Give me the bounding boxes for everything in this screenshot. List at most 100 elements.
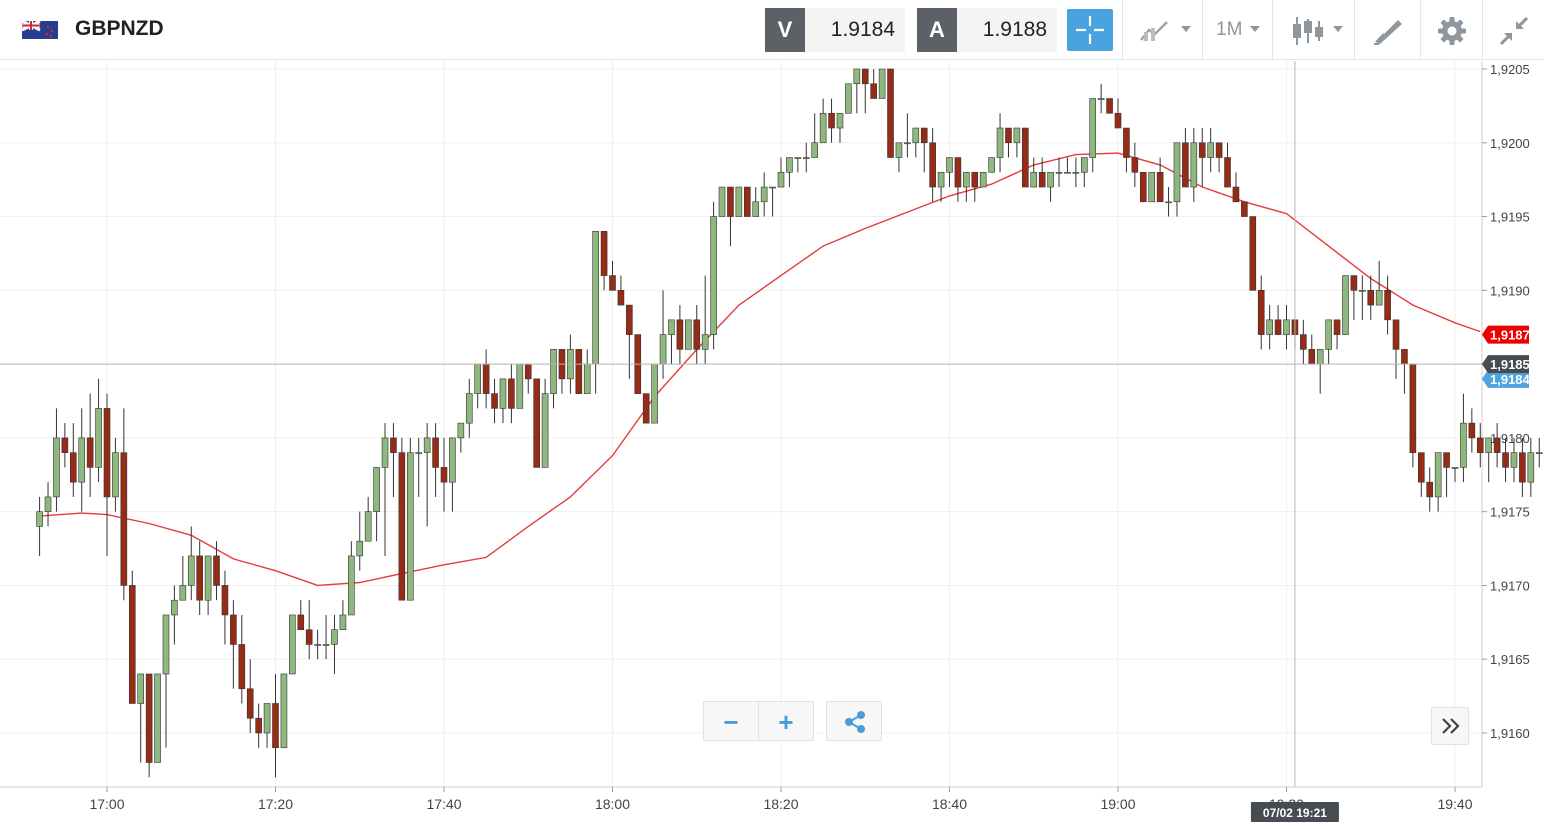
candle-body xyxy=(946,157,953,173)
candle xyxy=(508,364,515,424)
candle-body xyxy=(828,112,835,129)
candle-body xyxy=(1426,481,1434,498)
candle-body xyxy=(1022,127,1029,188)
candle xyxy=(272,673,279,778)
share-button[interactable] xyxy=(826,701,882,741)
candle xyxy=(1064,157,1071,174)
candle-body xyxy=(1434,452,1442,498)
candle-body xyxy=(305,629,313,645)
drawing-tools-button[interactable] xyxy=(1354,0,1421,60)
bid-label[interactable]: V xyxy=(765,8,805,52)
candle xyxy=(415,437,423,497)
candle xyxy=(1030,157,1038,188)
candle xyxy=(1207,128,1214,173)
y-tick-label: 1,9180 xyxy=(1490,431,1530,446)
candlestick-chart[interactable]: 1,9205 1,9200 1,9195 1,9190 1,9185 1,9180 1,91… xyxy=(0,61,1544,829)
y-tick-label: 1,9200 xyxy=(1490,136,1530,151)
candle-body xyxy=(221,585,229,616)
crosshair-time-tag: 07/02 19:21 xyxy=(1250,802,1339,822)
scroll-to-latest-button[interactable] xyxy=(1431,707,1469,745)
candle-body xyxy=(1392,319,1400,350)
crosshair-button[interactable] xyxy=(1067,9,1113,51)
candle xyxy=(979,171,987,188)
candle xyxy=(213,541,220,601)
candle-body xyxy=(1131,157,1139,173)
candle xyxy=(701,275,709,365)
candle xyxy=(600,231,608,291)
candle-body xyxy=(78,437,86,483)
candle-body xyxy=(314,644,321,646)
candle xyxy=(432,423,439,497)
candle-style-button[interactable] xyxy=(1272,0,1355,60)
candle-body xyxy=(423,437,431,453)
candle-body xyxy=(457,422,465,439)
candle xyxy=(1476,423,1484,468)
crosshair-time-tag-box xyxy=(1250,802,1339,822)
candle xyxy=(1182,128,1189,188)
ask-label[interactable]: A xyxy=(917,8,957,52)
candle-body xyxy=(398,452,406,601)
candle xyxy=(651,363,658,424)
zoom-in-button[interactable]: + xyxy=(758,701,814,741)
candle-body xyxy=(1316,349,1324,365)
candle-body xyxy=(668,319,675,335)
candle xyxy=(1190,128,1198,202)
collapse-button[interactable] xyxy=(1482,0,1544,60)
zoom-out-button[interactable]: − xyxy=(703,701,759,741)
ask-price[interactable]: 1.9188 xyxy=(957,8,1057,52)
candle-body xyxy=(1418,452,1425,483)
candle-body xyxy=(120,452,128,586)
candle-body xyxy=(845,83,852,114)
candle-body xyxy=(465,393,473,424)
candle xyxy=(246,659,254,733)
candle-body xyxy=(297,614,305,631)
candle xyxy=(1173,142,1181,217)
collapse-icon xyxy=(1499,16,1529,46)
candle xyxy=(1468,408,1476,453)
candle xyxy=(912,127,920,158)
candle-body xyxy=(887,68,894,158)
settings-button[interactable] xyxy=(1420,0,1483,60)
candle xyxy=(1022,127,1029,188)
candle-body xyxy=(179,585,187,601)
candle-body xyxy=(1401,349,1408,365)
candle xyxy=(1451,467,1459,483)
instrument-symbol: GBPNZD xyxy=(75,17,164,40)
minus-icon: − xyxy=(723,707,739,737)
chart-type-button[interactable] xyxy=(1122,0,1203,60)
y-tick-label: 1,9205 xyxy=(1490,62,1530,77)
candle-body xyxy=(769,186,776,189)
candle xyxy=(1342,275,1349,335)
candle-body xyxy=(1013,127,1021,144)
candle xyxy=(398,437,406,601)
candle xyxy=(297,600,305,631)
candle xyxy=(1156,157,1164,203)
candle-body xyxy=(1148,171,1155,203)
candle xyxy=(154,673,161,763)
y-tick-label: 1,9170 xyxy=(1490,578,1530,593)
candle-body xyxy=(1460,422,1467,468)
timeframe-selector[interactable] xyxy=(1202,0,1273,60)
candle xyxy=(364,496,372,542)
bid-price[interactable]: 1.9184 xyxy=(805,8,905,52)
candle xyxy=(533,378,540,468)
candle-body xyxy=(406,452,414,601)
candle xyxy=(1418,452,1425,497)
candle xyxy=(1527,437,1535,497)
candle xyxy=(1232,172,1240,203)
candle xyxy=(1097,83,1105,114)
candle xyxy=(179,555,187,601)
candle xyxy=(769,186,776,217)
candle-body xyxy=(390,437,397,453)
bid-price-tag-shape xyxy=(1482,369,1529,388)
candle-body xyxy=(642,393,650,424)
plus-icon: + xyxy=(778,707,794,737)
candle-body xyxy=(61,437,69,453)
candle-body xyxy=(794,157,802,159)
x-tick-label: 17:20 xyxy=(258,796,293,812)
candle-body xyxy=(449,437,456,483)
candle xyxy=(339,600,347,631)
candle-body xyxy=(1139,171,1147,203)
candle xyxy=(583,349,591,394)
candle xyxy=(331,614,338,674)
